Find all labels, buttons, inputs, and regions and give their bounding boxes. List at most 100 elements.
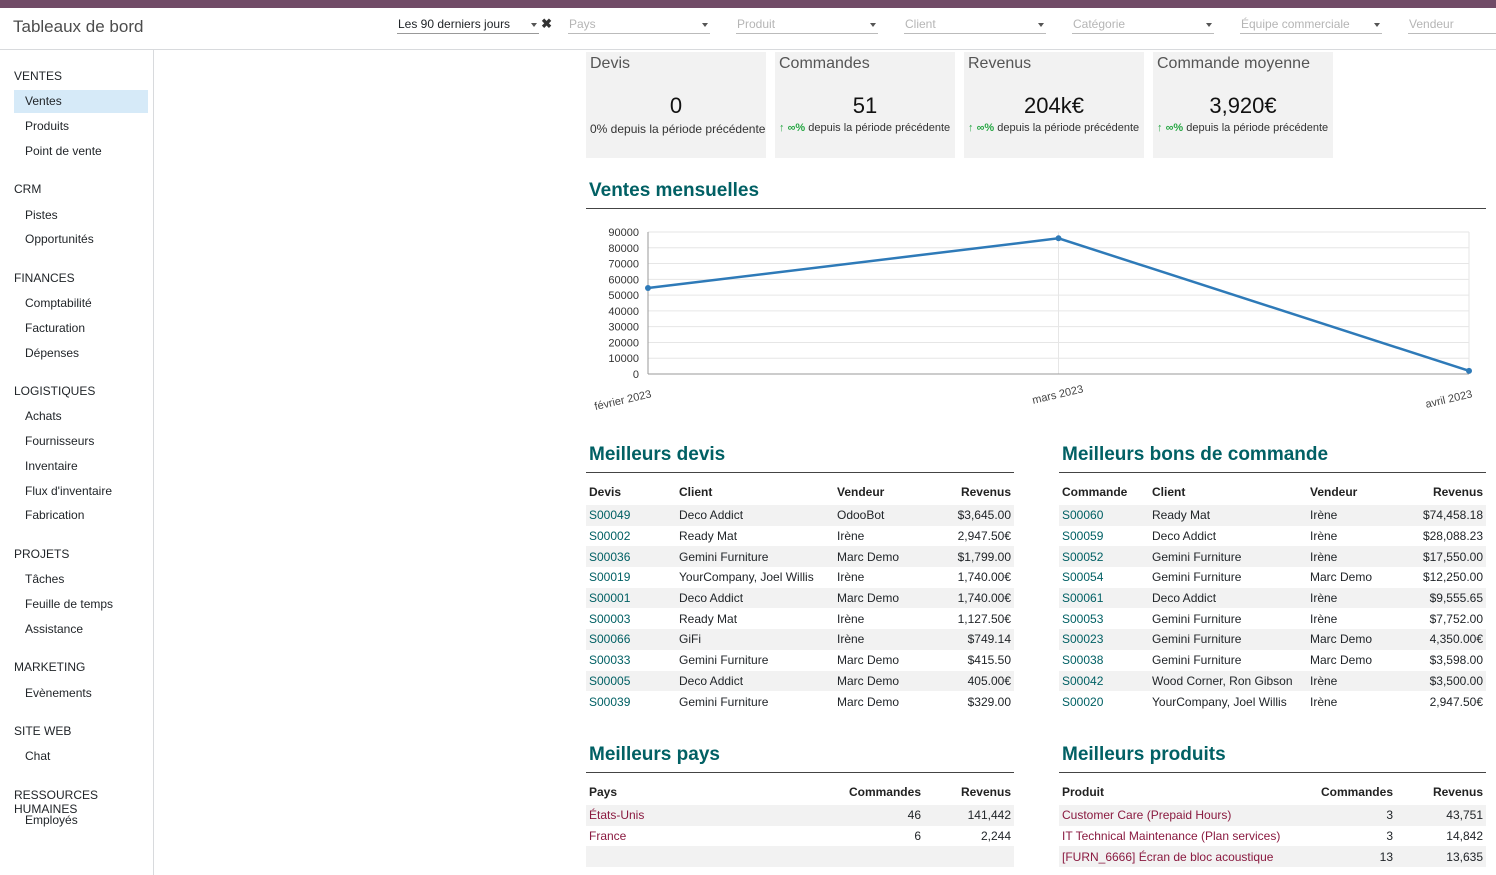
table-row[interactable]: S00060 Ready Mat Irène $74,458.18 bbox=[1059, 505, 1486, 526]
order-link[interactable]: S00060 bbox=[1059, 505, 1149, 526]
table-row[interactable]: S00020 YourCompany, Joel Willis Irène 2,947… bbox=[1059, 691, 1486, 712]
table-row[interactable]: S00049 Deco Addict OdooBot $3,645.00 bbox=[586, 505, 1014, 526]
sidebar-item-fabrication[interactable]: Fabrication bbox=[25, 508, 85, 522]
kpi-title: Revenus bbox=[968, 55, 1032, 72]
sidebar-item-taches[interactable]: Tâches bbox=[25, 572, 65, 586]
client-filter-placeholder: Client bbox=[905, 17, 936, 31]
table-row[interactable]: S00052 Gemini Furniture Irène $17,550.00 bbox=[1059, 546, 1486, 568]
quote-link[interactable]: S00005 bbox=[586, 670, 676, 692]
table-row[interactable]: S00001 Deco Addict Marc Demo 1,740.00€ bbox=[586, 587, 1014, 609]
salesperson-cell: Irène bbox=[834, 629, 934, 650]
table-row[interactable]: IT Technical Maintenance (Plan services)… bbox=[1059, 826, 1486, 847]
order-link[interactable]: S00053 bbox=[1062, 611, 1104, 626]
table-row[interactable]: S00059 Deco Addict Irène $28,088.23 bbox=[1059, 526, 1486, 547]
sidebar-item-ventes[interactable]: Ventes bbox=[14, 90, 148, 113]
client-filter[interactable]: Client bbox=[904, 16, 1046, 34]
sidebar-item-point-de-vente[interactable]: Point de vente bbox=[25, 144, 102, 158]
y-tick-label: 60000 bbox=[608, 274, 639, 286]
sidebar-item-depenses[interactable]: Dépenses bbox=[25, 346, 80, 360]
salesperson-filter[interactable]: Vendeur bbox=[1408, 16, 1496, 34]
table-row[interactable]: États-Unis 46 141,442 bbox=[586, 805, 1014, 826]
client-cell: Deco Addict bbox=[1149, 587, 1307, 609]
order-link[interactable]: S00020 bbox=[1062, 694, 1104, 709]
table-row[interactable]: S00036 Gemini Furniture Marc Demo $1,799.00 bbox=[586, 546, 1014, 568]
revenue-cell: 1,127.50€ bbox=[957, 611, 1011, 626]
table-row[interactable]: Customer Care (Prepaid Hours) 3 43,751 bbox=[1059, 805, 1486, 826]
kpi-card-commande-moyenne[interactable]: Commande moyenne 3,920€ ↑ ∞% depuis la p… bbox=[1153, 52, 1333, 158]
table-row[interactable]: S00054 Gemini Furniture Marc Demo $12,250.0… bbox=[1059, 567, 1486, 588]
sidebar-item-comptabilite[interactable]: Comptabilité bbox=[25, 296, 92, 310]
sidebar-item-chat[interactable]: Chat bbox=[25, 749, 51, 763]
table-row[interactable]: S00066 GiFi Irène $749.14 bbox=[586, 629, 1014, 650]
sidebar-item-inventaire[interactable]: Inventaire bbox=[25, 459, 78, 473]
quote-link[interactable]: S00039 bbox=[589, 694, 631, 709]
order-link[interactable]: S00061 bbox=[1059, 587, 1149, 609]
order-link[interactable]: S00052 bbox=[1059, 546, 1149, 568]
country-link[interactable]: France bbox=[589, 829, 627, 844]
country-filter[interactable]: Pays bbox=[568, 16, 710, 34]
sidebar-item-employes[interactable]: Employés bbox=[25, 813, 78, 827]
order-link[interactable]: S00054 bbox=[1062, 570, 1104, 585]
table-row[interactable]: S00039 Gemini Furniture Marc Demo $329.00 bbox=[586, 691, 1014, 712]
product-link[interactable]: [FURN_6666] Écran de bloc acoustique bbox=[1059, 846, 1296, 868]
table-row[interactable]: S00033 Gemini Furniture Marc Demo $415.50 bbox=[586, 650, 1014, 671]
sales-team-filter[interactable]: Équipe commerciale bbox=[1240, 16, 1382, 34]
table-row[interactable]: S00002 Ready Mat Irène 2,947.50€ bbox=[586, 526, 1014, 547]
quote-link[interactable]: S00019 bbox=[589, 570, 631, 585]
kpi-card-commandes[interactable]: Commandes 51 ↑ ∞% depuis la période préc… bbox=[775, 52, 955, 158]
sidebar-item-fournisseurs[interactable]: Fournisseurs bbox=[25, 434, 95, 448]
monthly-sales-chart[interactable]: 0 10000 20000 30000 40000 50000 60000 70000 8000… bbox=[586, 220, 1486, 420]
revenue-cell: $74,458.18 bbox=[1407, 505, 1486, 526]
order-link[interactable]: S00023 bbox=[1059, 629, 1149, 650]
sidebar-item-evenements[interactable]: Evènements bbox=[25, 686, 92, 700]
quote-link[interactable]: S00066 bbox=[586, 629, 676, 650]
kpi-value: 204k€ bbox=[1024, 93, 1084, 118]
category-filter[interactable]: Catégorie bbox=[1072, 16, 1214, 34]
product-link[interactable]: IT Technical Maintenance (Plan services) bbox=[1062, 829, 1281, 844]
table-row[interactable]: S00023 Gemini Furniture Marc Demo 4,350.00€ bbox=[1059, 629, 1486, 650]
table-row[interactable]: S00038 Gemini Furniture Marc Demo $3,598.00 bbox=[1059, 650, 1486, 671]
sidebar-item-flux-inventaire[interactable]: Flux d'inventaire bbox=[25, 484, 112, 498]
sidebar-item-produits[interactable]: Produits bbox=[25, 119, 70, 133]
order-link[interactable]: S00059 bbox=[1062, 529, 1104, 544]
kpi-title: Commande moyenne bbox=[1157, 55, 1310, 72]
quote-link[interactable]: S00002 bbox=[589, 529, 631, 544]
sidebar-item-pistes[interactable]: Pistes bbox=[25, 208, 58, 222]
order-link[interactable]: S00042 bbox=[1059, 670, 1149, 692]
quote-link[interactable]: S00003 bbox=[589, 611, 631, 626]
product-link[interactable]: Customer Care (Prepaid Hours) bbox=[1059, 805, 1296, 826]
kpi-trend: ∞% bbox=[976, 122, 995, 134]
period-filter[interactable]: Les 90 derniers jours ✖ bbox=[397, 16, 552, 34]
salesperson-cell: Irène bbox=[837, 570, 865, 585]
kpi-trend: ∞% bbox=[787, 122, 806, 134]
kpi-card-revenus[interactable]: Revenus 204k€ ↑ ∞% depuis la période pré… bbox=[964, 52, 1144, 158]
product-filter[interactable]: Produit bbox=[736, 16, 878, 34]
sidebar-item-opportunites[interactable]: Opportunités bbox=[25, 232, 94, 246]
column-header: Revenus bbox=[1432, 485, 1483, 499]
quote-link[interactable]: S00049 bbox=[586, 505, 676, 526]
clear-icon[interactable]: ✖ bbox=[541, 16, 552, 31]
orders-cell: 6 bbox=[914, 829, 921, 844]
quote-link[interactable]: S00033 bbox=[589, 653, 631, 668]
client-cell: YourCompany, Joel Willis bbox=[1152, 694, 1287, 709]
table-row[interactable]: S00005 Deco Addict Marc Demo 405.00€ bbox=[586, 670, 1014, 692]
kpi-value: 51 bbox=[852, 93, 878, 118]
table-row[interactable]: [FURN_6666] Écran de bloc acoustique 13 13… bbox=[1059, 846, 1486, 868]
table-row[interactable]: S00053 Gemini Furniture Irène $7,752.00 bbox=[1059, 608, 1486, 629]
table-row[interactable]: S00003 Ready Mat Irène 1,127.50€ bbox=[586, 608, 1014, 629]
sidebar-item-feuille-de-temps[interactable]: Feuille de temps bbox=[25, 597, 114, 611]
country-link[interactable]: États-Unis bbox=[586, 805, 824, 826]
sidebar-item-achats[interactable]: Achats bbox=[25, 409, 62, 423]
sidebar-item-facturation[interactable]: Facturation bbox=[25, 321, 86, 335]
table-row[interactable]: France 6 2,244 bbox=[586, 826, 1014, 847]
quote-link[interactable]: S00001 bbox=[586, 587, 676, 609]
quote-link[interactable]: S00036 bbox=[586, 546, 676, 568]
table-row[interactable]: S00042 Wood Corner, Ron Gibson Irène $3,500… bbox=[1059, 670, 1486, 692]
table-row[interactable]: S00061 Deco Addict Irène $9,555.65 bbox=[1059, 587, 1486, 609]
table-row[interactable]: S00019 YourCompany, Joel Willis Irène 1,740… bbox=[586, 567, 1014, 588]
orders-cell: 3 bbox=[1296, 805, 1396, 826]
client-cell: Gemini Furniture bbox=[1149, 546, 1307, 568]
sidebar-item-assistance[interactable]: Assistance bbox=[25, 622, 84, 636]
kpi-card-devis[interactable]: Devis 0 0% depuis la période précédente bbox=[586, 52, 766, 158]
order-link[interactable]: S00038 bbox=[1062, 653, 1104, 668]
